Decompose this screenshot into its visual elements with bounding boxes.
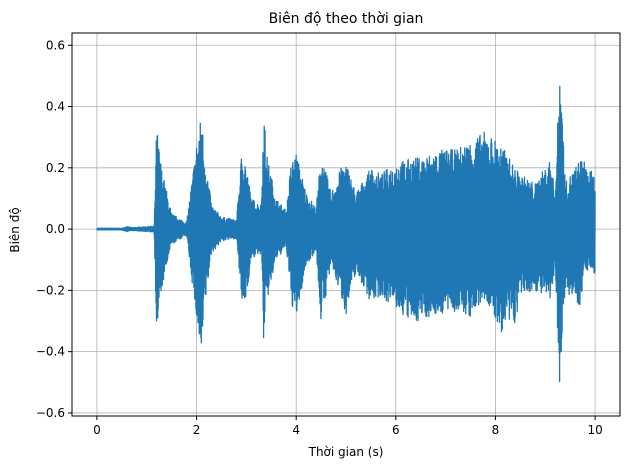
x-tick-label: 8 — [492, 423, 500, 437]
x-tick-label: 2 — [193, 423, 201, 437]
x-tick-label: 10 — [587, 423, 602, 437]
plot-frame — [71, 32, 621, 417]
series-group — [96, 85, 596, 383]
y-tick-label: −0.2 — [36, 283, 65, 297]
chart-title: Biên độ theo thời gian — [269, 11, 424, 27]
y-tick-label: 0.4 — [46, 100, 65, 114]
x-tick-label: 6 — [392, 423, 400, 437]
y-axis-label: Biên độ — [8, 207, 22, 252]
x-tick-label: 4 — [292, 423, 300, 437]
y-tick-label: −0.6 — [36, 406, 65, 420]
x-axis-label: Thời gian (s) — [308, 445, 384, 459]
y-tick-label: 0.6 — [46, 38, 65, 52]
waveform-line — [96, 85, 596, 383]
y-tick-label: 0.0 — [46, 222, 65, 236]
y-tick-label: 0.2 — [46, 161, 65, 175]
x-axis: 0 2 4 6 8 10 — [93, 416, 603, 437]
y-axis: −0.6 −0.4 −0.2 0.0 0.2 0.4 0.6 — [36, 38, 72, 420]
y-tick-label: −0.4 — [36, 345, 65, 359]
x-tick-label: 0 — [93, 423, 101, 437]
